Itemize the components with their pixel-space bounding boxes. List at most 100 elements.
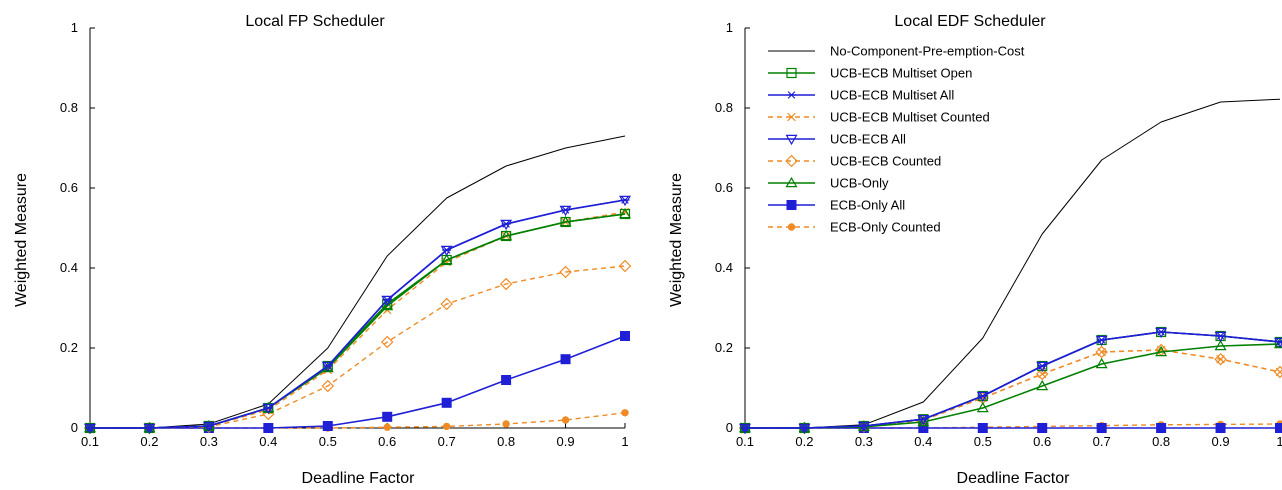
fp-x-tick-label: 0.9 [557, 434, 575, 449]
fp-chart-title: Local FP Scheduler [245, 13, 385, 30]
legend-marker [785, 176, 798, 188]
edf-data-point [1095, 345, 1108, 359]
fp-x-tick-label: 0.2 [140, 434, 158, 449]
edf-x-tick-label: 0.4 [914, 434, 932, 449]
edf-series-line [745, 349, 1281, 429]
fp-data-point [262, 401, 275, 413]
legend-entry: UCB-ECB Multiset All [768, 88, 954, 103]
edf-x-tick-label: 0.8 [1152, 434, 1170, 449]
legend-marker [786, 67, 797, 79]
edf-series-s1 [745, 98, 1281, 429]
edf-data-point [740, 424, 750, 432]
edf-data-point [1036, 379, 1049, 391]
edf-series-line [745, 331, 1281, 429]
fp-data-point [382, 296, 392, 304]
fp-x-tick-label: 0.3 [200, 434, 218, 449]
legend-entry: UCB-Only [768, 176, 889, 191]
fp-x-tick-label: 0.6 [378, 434, 396, 449]
edf-series-s5 [739, 327, 1282, 435]
legend-label: UCB-ECB Counted [830, 154, 941, 169]
edf-data-point [1216, 354, 1225, 364]
edf-data-point [1156, 423, 1167, 433]
legend-label: ECB-Only Counted [830, 220, 941, 235]
fp-series-s3 [85, 196, 630, 432]
fp-series-line [90, 213, 626, 429]
fp-data-point [382, 411, 393, 422]
fp-data-point [561, 416, 570, 424]
legend-label: UCB-ECB All [830, 132, 906, 147]
fp-x-tick-label: 0.1 [81, 434, 99, 449]
edf-x-tick-label: 0.7 [1093, 434, 1111, 449]
fp-series-s2 [84, 208, 631, 434]
fp-y-tick-label: 0.6 [60, 180, 78, 195]
fp-series-s6 [83, 259, 632, 435]
legend-marker [787, 91, 796, 99]
edf-data-point [1275, 367, 1282, 377]
fp-data-point [501, 220, 511, 228]
edf-data-point [1275, 423, 1282, 433]
fp-data-point [620, 196, 630, 204]
legend-marker [786, 200, 797, 210]
legend-label: UCB-Only [830, 176, 889, 191]
fp-x-tick-label: 0.4 [259, 434, 277, 449]
fp-data-point [263, 423, 274, 433]
fp-data-point [322, 421, 333, 431]
fp-y-tick-label: 1 [71, 20, 78, 35]
legend-entry: ECB-Only All [768, 198, 905, 213]
fp-data-point [381, 299, 394, 311]
fp-x-tick-label: 0.5 [319, 434, 337, 449]
edf-data-point [1037, 423, 1048, 433]
fp-data-point [619, 208, 631, 220]
fp-series-s7 [84, 207, 631, 433]
legend-entry: UCB-ECB Counted [768, 154, 941, 169]
fp-data-point [560, 216, 571, 228]
legend-entry: UCB-ECB Multiset Counted [768, 110, 990, 125]
edf-legend: No-Component-Pre-emption-Cost UCB-ECB Mul… [768, 44, 1025, 235]
edf-x-tick-label: 0.6 [1033, 434, 1051, 449]
legend-entry: UCB-ECB All [768, 132, 906, 147]
edf-data-point [977, 423, 988, 433]
edf-x-tick-label: 0.5 [974, 434, 992, 449]
fp-series-s5 [84, 195, 631, 435]
fp-data-point [144, 424, 154, 432]
fp-data-point [383, 423, 391, 431]
fp-y-tick-label: 0.4 [60, 260, 78, 275]
edf-data-point [1273, 365, 1282, 379]
fp-data-point [502, 420, 510, 428]
edf-data-point [976, 401, 989, 413]
legend-marker [787, 112, 796, 122]
edf-y-tick-label: 0.8 [715, 100, 733, 115]
edf-y-tick-label: 0 [726, 420, 733, 435]
edf-series-line [745, 331, 1281, 429]
fp-data-point [441, 397, 452, 408]
fp-data-point [263, 404, 273, 412]
legend-marker [785, 154, 798, 168]
fp-x-tick-label: 1 [621, 434, 628, 449]
edf-x-tick-label: 0.1 [736, 434, 754, 449]
fp-series-line [90, 265, 626, 429]
edf-series-s7 [739, 337, 1282, 433]
edf-series-line [745, 349, 1281, 429]
edf-series-s6 [738, 343, 1282, 435]
fp-data-point [381, 295, 394, 307]
fp-data-point [321, 361, 334, 373]
fp-series-line [90, 199, 626, 429]
edf-x-tick-label: 0.2 [795, 434, 813, 449]
edf-x-tick-label: 1 [1276, 434, 1282, 449]
edf-data-point [1095, 357, 1108, 369]
fp-data-point [501, 230, 512, 242]
fp-y-tick-label: 0 [71, 420, 78, 435]
fp-data-point [560, 354, 571, 365]
fp-data-point [380, 335, 394, 349]
legend-label: UCB-ECB Multiset Counted [830, 110, 990, 125]
fp-series-s1 [90, 135, 626, 429]
edf-data-point [1096, 423, 1107, 433]
fp-data-point [619, 207, 631, 219]
legend-marker [787, 223, 796, 231]
edf-series-s2 [739, 326, 1282, 434]
edf-data-point [1275, 338, 1282, 346]
edf-series-line [745, 331, 1281, 429]
fp-y-tick-label: 0.2 [60, 340, 78, 355]
fp-series-line [90, 211, 626, 429]
fp-y-axis-label: Weighted Measure [13, 173, 30, 307]
